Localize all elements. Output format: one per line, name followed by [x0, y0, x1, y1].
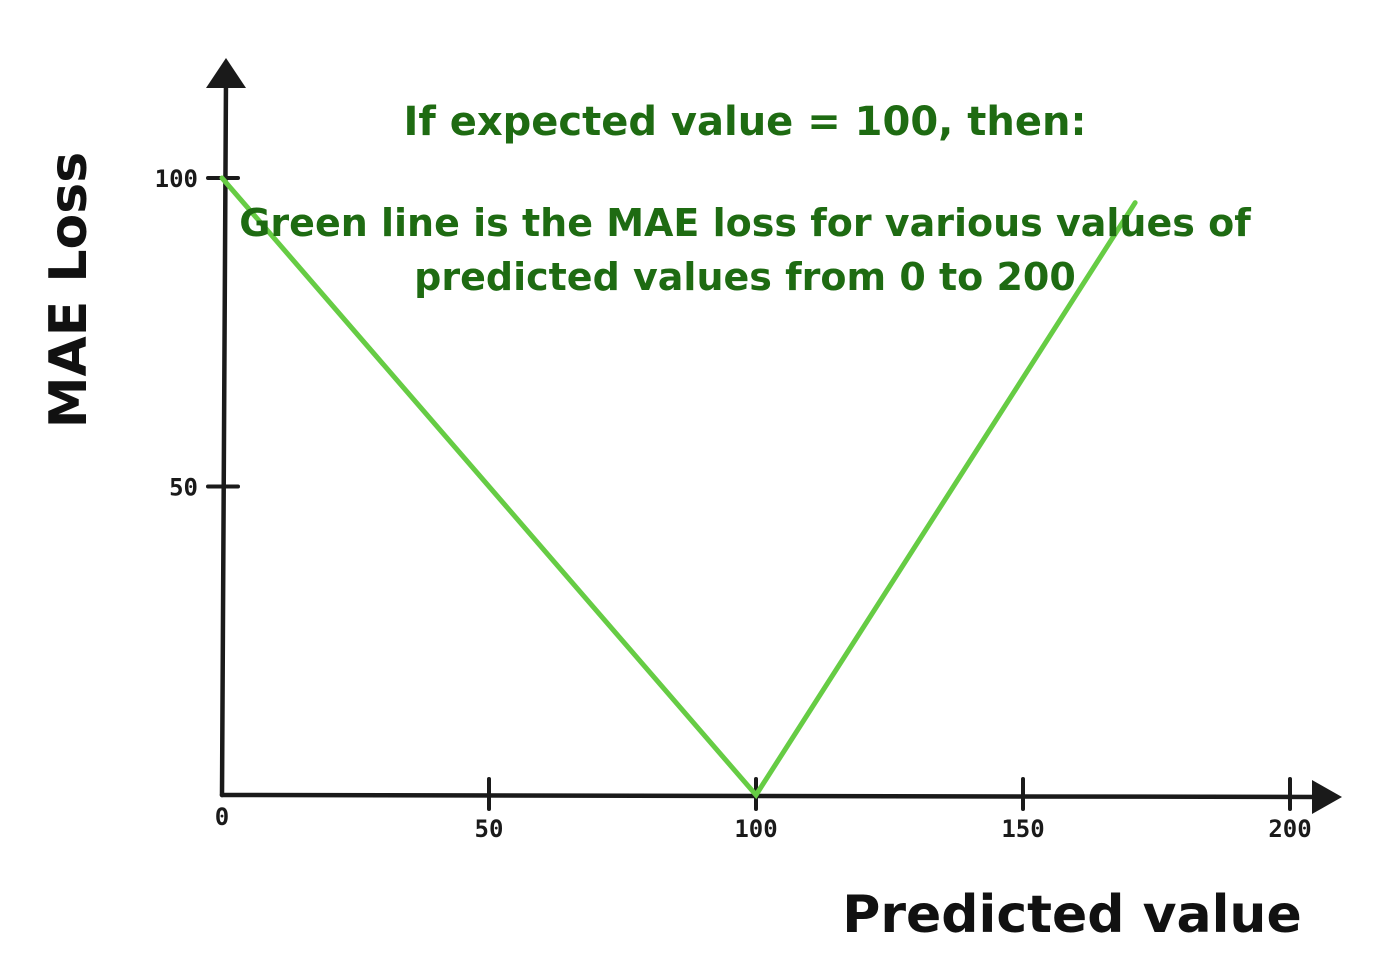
annotation-line-2: predicted values from 0 to 200	[414, 255, 1076, 299]
ticks: 0 50 100 150 200 50 100	[155, 165, 1312, 843]
y-axis-title: MAE Loss	[39, 152, 99, 428]
annotation-line-1: Green line is the MAE loss for various v…	[239, 201, 1251, 245]
x-axis-arrow-head	[1312, 780, 1342, 814]
x-axis-title: Predicted value	[842, 885, 1301, 945]
x-axis-line	[219, 792, 1323, 800]
y-tick-label-50: 50	[169, 474, 198, 502]
x-tick-label-200: 200	[1268, 815, 1311, 843]
x-tick-label-0: 0	[215, 803, 229, 831]
x-tick-label-100: 100	[734, 815, 777, 843]
series-line-0	[219, 175, 1138, 800]
x-tick-label-50: 50	[475, 815, 504, 843]
series-layer	[219, 175, 1138, 800]
y-axis-arrow-head	[206, 58, 246, 88]
x-tick-label-150: 150	[1001, 815, 1044, 843]
axes	[206, 58, 1342, 814]
y-tick-label-100: 100	[155, 165, 198, 193]
y-axis-line	[219, 75, 229, 798]
annotation-heading: If expected value = 100, then:	[404, 99, 1087, 145]
